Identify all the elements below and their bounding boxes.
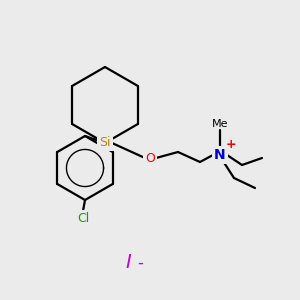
Text: O: O [145, 152, 155, 164]
Text: N: N [214, 148, 226, 162]
Text: Me: Me [212, 119, 228, 129]
Text: Si: Si [99, 136, 111, 149]
Text: +: + [226, 137, 236, 151]
Text: Cl: Cl [77, 212, 89, 224]
Text: I: I [125, 254, 131, 272]
Text: -: - [137, 254, 143, 272]
